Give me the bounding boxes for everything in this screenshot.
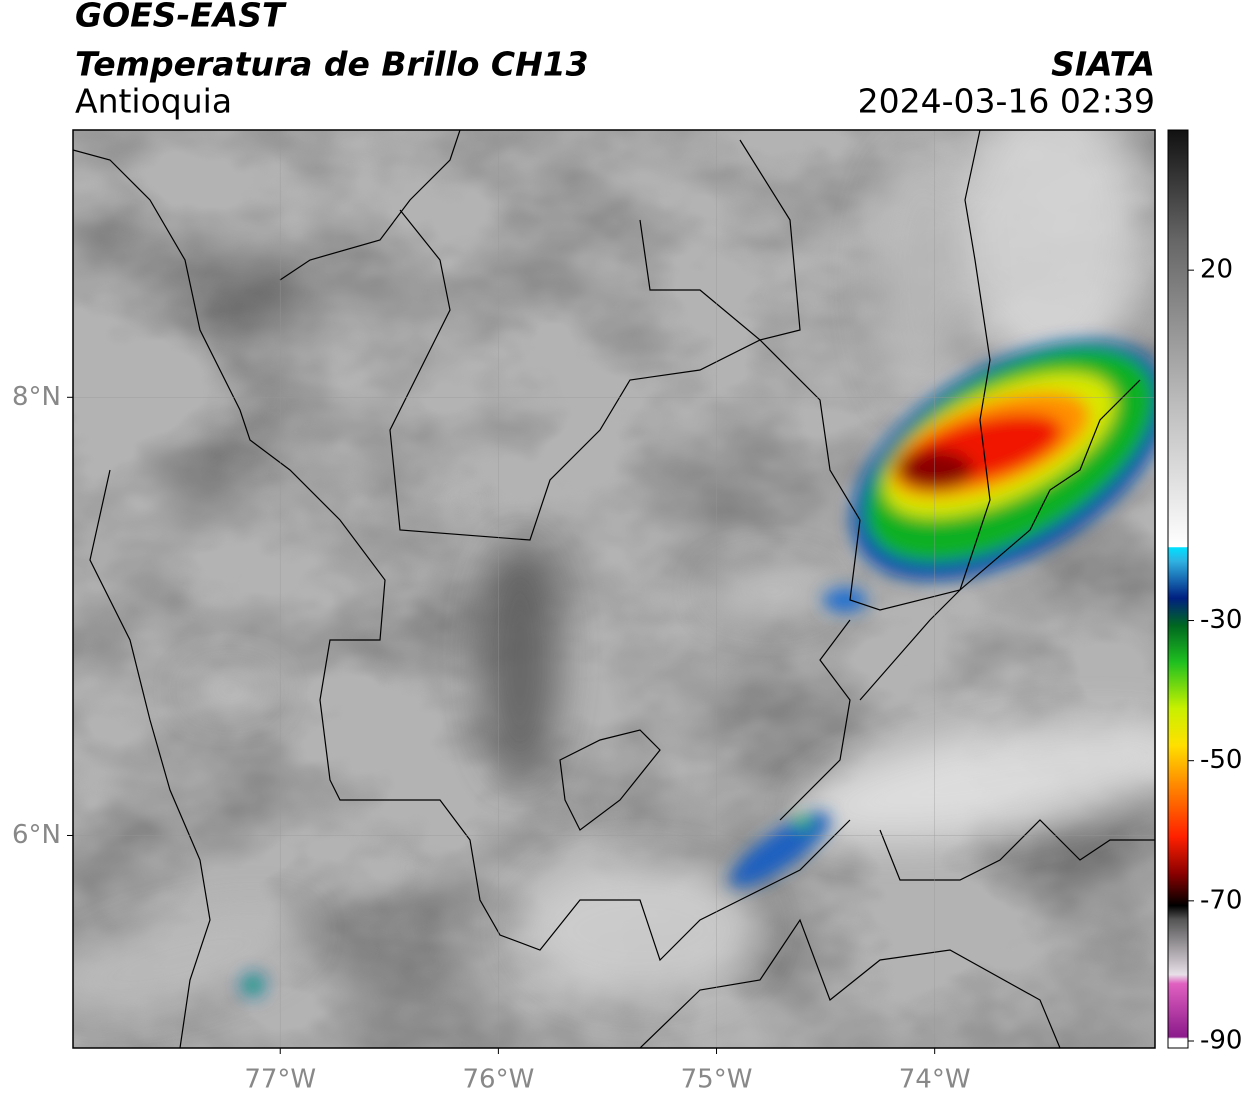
colorbar-tick-label: -30	[1200, 605, 1242, 635]
colorbar-tick-label: -90	[1200, 1025, 1242, 1055]
region: Antioquia	[75, 82, 232, 121]
colorbar-tick-label: 20	[1200, 255, 1233, 285]
map-frame	[72, 129, 1156, 1049]
subtitle: Temperatura de Brillo CH13	[75, 45, 589, 84]
grid	[73, 130, 1155, 1048]
source: SIATA	[1051, 45, 1155, 84]
x-tick-label: 74°W	[899, 1065, 971, 1095]
x-tick-label: 75°W	[681, 1065, 753, 1095]
y-tick-label: 8°N	[12, 382, 61, 412]
axes: 77°W 76°W 75°W 74°W 6°N 8°N 20 -30 -50 -70 -90	[12, 255, 1242, 1095]
colorbar	[1167, 129, 1189, 1049]
title: GOES-EAST	[75, 0, 287, 35]
colorbar-tick-label: -70	[1200, 885, 1242, 915]
datetime: 2024-03-16 02:39	[858, 82, 1155, 121]
y-tick-label: 6°N	[12, 820, 61, 850]
satellite-image	[73, 130, 1155, 1048]
colorbar-tick-label: -50	[1200, 745, 1242, 775]
borders	[73, 130, 1155, 1048]
x-tick-label: 77°W	[244, 1065, 316, 1095]
storm	[241, 339, 1155, 997]
x-tick-label: 76°W	[462, 1065, 534, 1095]
